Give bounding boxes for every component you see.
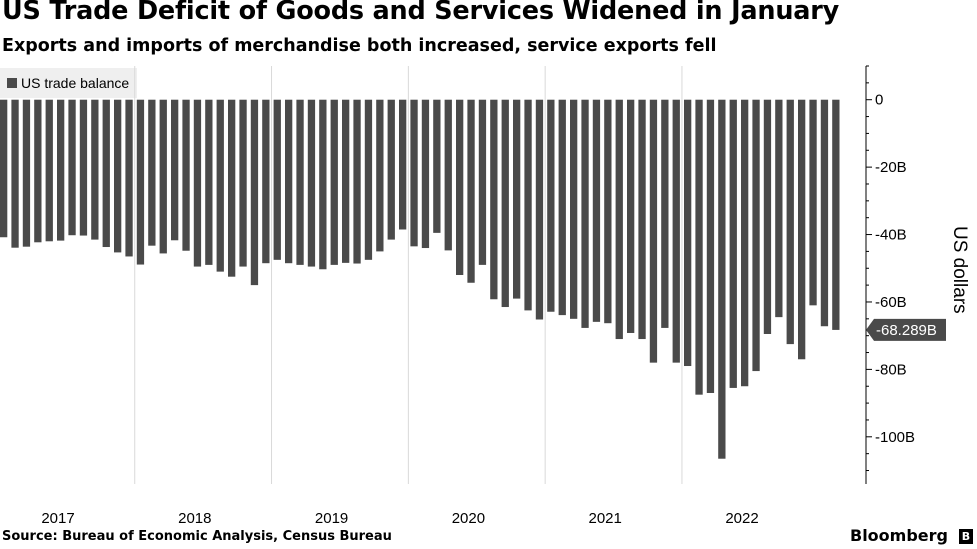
y-tick-label: -60B: [875, 294, 907, 311]
data-bar: [478, 99, 487, 265]
data-bar: [604, 99, 612, 324]
legend-label: US trade balance: [21, 75, 130, 91]
data-bar: [638, 99, 646, 340]
chart-subtitle: Exports and imports of merchandise both …: [2, 36, 717, 56]
data-bar: [250, 99, 259, 286]
data-bar: [615, 99, 623, 340]
data-bar: [513, 99, 521, 299]
data-bar: [148, 99, 156, 246]
data-bar: [444, 99, 452, 251]
data-bar: [524, 99, 532, 311]
data-bar: [672, 99, 680, 363]
data-bar: [342, 99, 350, 263]
legend: US trade balance: [0, 68, 138, 98]
data-bar: [718, 99, 726, 459]
y-axis-title: US dollars: [949, 226, 970, 314]
data-bar: [136, 99, 145, 265]
data-bar: [763, 99, 772, 334]
data-bar: [376, 99, 384, 252]
data-bar: [729, 99, 737, 388]
data-bar: [57, 99, 65, 241]
data-bar: [262, 99, 270, 264]
data-bar: [627, 99, 635, 333]
data-bar: [11, 99, 19, 248]
data-bar: [410, 99, 418, 247]
data-bar: [399, 99, 407, 230]
data-bar: [649, 99, 658, 363]
data-bar: [273, 99, 281, 260]
data-bar: [581, 99, 589, 328]
data-bar: [433, 99, 441, 233]
data-bar: [330, 99, 338, 265]
data-bar: [809, 99, 817, 306]
callout-label: -68.289B: [876, 322, 937, 339]
last-value-callout: -68.289B: [866, 318, 946, 341]
data-bar: [490, 99, 498, 300]
data-bar: [684, 99, 692, 367]
data-bar: [22, 99, 31, 247]
brand-logo: Bloomberg: [850, 526, 948, 545]
x-tick-label: 2017: [41, 510, 74, 527]
data-bar: [319, 99, 327, 270]
data-bar: [741, 99, 749, 387]
data-bar: [125, 99, 133, 257]
data-bar: [114, 99, 122, 253]
data-bar: [216, 99, 224, 272]
data-bar: [45, 99, 53, 242]
source-note: Source: Bureau of Economic Analysis, Cen…: [2, 529, 392, 544]
data-bar: [353, 99, 361, 264]
data-bar: [501, 99, 509, 308]
data-bar: [193, 99, 202, 267]
y-tick-label: -80B: [875, 361, 907, 378]
data-bar: [91, 99, 99, 240]
data-bar: [798, 99, 806, 360]
data-bar: [285, 99, 293, 264]
y-tick-label: -100B: [875, 429, 915, 446]
data-bar: [456, 99, 464, 275]
x-tick-label: 2022: [725, 510, 758, 527]
data-bar: [79, 99, 88, 236]
data-bar: [171, 99, 179, 241]
legend-swatch: [7, 78, 17, 88]
data-bar: [752, 99, 760, 372]
data-bar: [307, 99, 316, 267]
y-tick-label: -20B: [875, 159, 907, 176]
bloomberg-terminal-icon: B: [959, 529, 973, 544]
y-tick-label: 0: [875, 92, 883, 109]
data-bar: [786, 99, 794, 345]
x-tick-label: 2019: [315, 510, 348, 527]
data-bar: [0, 99, 8, 238]
data-bar: [706, 99, 715, 393]
data-bar: [34, 99, 42, 243]
data-bar: [421, 99, 430, 249]
data-bar: [467, 99, 475, 283]
data-bar: [364, 99, 373, 260]
data-bar: [592, 99, 601, 322]
data-bar: [387, 99, 395, 240]
data-bar: [820, 99, 829, 327]
data-bar: [228, 99, 236, 277]
data-bar: [775, 99, 783, 318]
callout-box: [866, 318, 946, 341]
data-bar: [205, 99, 213, 265]
data-bar: [558, 99, 566, 316]
data-bar: [661, 99, 669, 328]
data-bar: [159, 99, 167, 254]
data-bar: [296, 99, 304, 265]
data-bar: [547, 99, 555, 312]
x-tick-label: 2021: [589, 510, 622, 527]
data-bar: [68, 99, 76, 236]
data-bar: [535, 99, 544, 320]
data-bar: [832, 99, 840, 330]
chart-title: US Trade Deficit of Goods and Services W…: [2, 0, 840, 26]
x-tick-label: 2020: [452, 510, 485, 527]
data-bar: [182, 99, 190, 251]
data-bar: [102, 99, 110, 248]
y-tick-label: -40B: [875, 227, 907, 244]
x-tick-label: 2018: [178, 510, 211, 527]
data-bar: [570, 99, 578, 319]
data-bar: [695, 99, 703, 395]
data-bar: [239, 99, 247, 267]
